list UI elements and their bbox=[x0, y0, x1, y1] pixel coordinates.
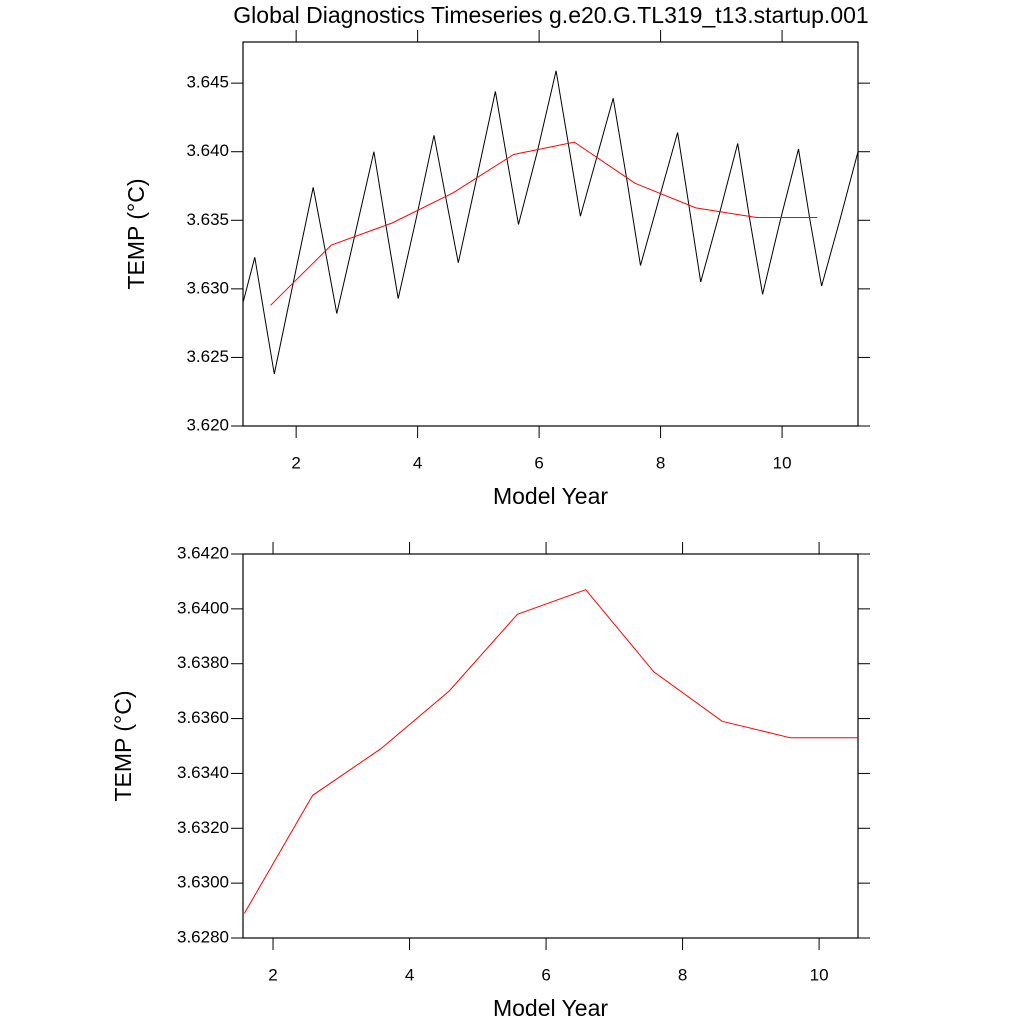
y-axis-label: TEMP (°C) bbox=[123, 179, 149, 290]
x-tick-label: 4 bbox=[413, 453, 422, 472]
x-tick-label: 8 bbox=[678, 965, 687, 984]
x-tick-label: 8 bbox=[656, 453, 665, 472]
x-tick-label: 2 bbox=[291, 453, 300, 472]
x-axis-label: Model Year bbox=[493, 483, 608, 509]
y-tick-label: 3.625 bbox=[186, 347, 229, 366]
y-tick-label: 3.6280 bbox=[177, 927, 229, 946]
y-tick-label: 3.630 bbox=[186, 278, 229, 297]
x-tick-label: 6 bbox=[541, 965, 550, 984]
x-tick-label: 2 bbox=[268, 965, 277, 984]
y-tick-label: 3.640 bbox=[186, 141, 229, 160]
x-tick-label: 10 bbox=[810, 965, 829, 984]
series-line bbox=[243, 589, 858, 914]
series-line bbox=[243, 70, 858, 375]
y-tick-label: 3.6380 bbox=[177, 653, 229, 672]
x-tick-label: 10 bbox=[773, 453, 792, 472]
y-tick-label: 3.6300 bbox=[177, 873, 229, 892]
plot-frame bbox=[242, 41, 859, 427]
y-tick-label: 3.6360 bbox=[177, 708, 229, 727]
y-tick-label: 3.6420 bbox=[177, 543, 229, 562]
y-tick-label: 3.620 bbox=[186, 415, 229, 434]
y-axis-label: TEMP (°C) bbox=[110, 691, 136, 802]
y-tick-label: 3.645 bbox=[186, 73, 229, 92]
y-tick-label: 3.6400 bbox=[177, 598, 229, 617]
x-tick-label: 4 bbox=[405, 965, 414, 984]
y-tick-label: 3.6320 bbox=[177, 818, 229, 837]
series-line bbox=[270, 141, 818, 306]
y-tick-label: 3.6340 bbox=[177, 763, 229, 782]
plot-frame bbox=[242, 553, 859, 939]
y-tick-label: 3.635 bbox=[186, 210, 229, 229]
chart-title: Global Diagnostics Timeseries g.e20.G.TL… bbox=[233, 2, 868, 28]
x-axis-label: Model Year bbox=[493, 995, 608, 1021]
x-tick-label: 6 bbox=[534, 453, 543, 472]
